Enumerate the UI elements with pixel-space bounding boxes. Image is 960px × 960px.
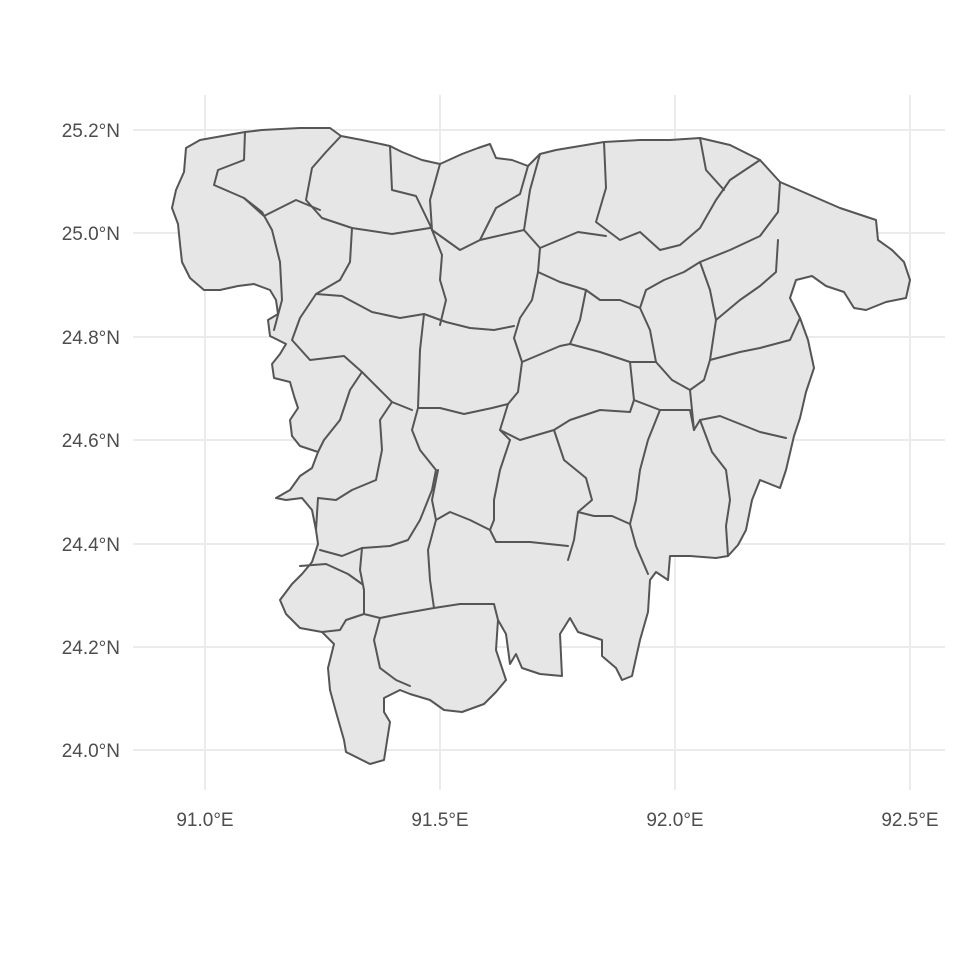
district-border bbox=[715, 239, 779, 321]
y-tick-label: 24.2°N bbox=[62, 638, 120, 659]
y-tick-label: 25.0°N bbox=[62, 224, 120, 245]
district-border bbox=[427, 511, 499, 621]
district-border bbox=[291, 279, 413, 411]
district-border bbox=[699, 137, 725, 191]
district-border bbox=[513, 153, 541, 339]
district-border bbox=[305, 135, 353, 281]
district-borders bbox=[213, 131, 801, 687]
district-border bbox=[315, 401, 393, 531]
district-border bbox=[537, 181, 781, 309]
district-border bbox=[373, 617, 411, 687]
district-border bbox=[539, 231, 607, 249]
y-tick-label: 25.2°N bbox=[62, 121, 120, 142]
y-tick-label: 24.0°N bbox=[62, 741, 120, 762]
district-border bbox=[569, 289, 657, 363]
district-border bbox=[521, 343, 571, 363]
district-border bbox=[689, 389, 787, 439]
district-border bbox=[639, 261, 717, 391]
x-tick-label: 91.5°E bbox=[411, 810, 468, 831]
y-tick-label: 24.4°N bbox=[62, 535, 120, 556]
x-tick-label: 92.0°E bbox=[646, 810, 703, 831]
y-axis-labels: 25.2°N 25.0°N 24.8°N 24.6°N 24.4°N 24.2°… bbox=[62, 121, 120, 762]
district-border bbox=[321, 613, 365, 633]
district-border bbox=[699, 419, 731, 557]
district-border bbox=[489, 439, 569, 547]
district-border bbox=[629, 523, 649, 575]
district-border bbox=[243, 197, 321, 217]
y-tick-label: 24.8°N bbox=[62, 328, 120, 349]
district-border bbox=[417, 313, 509, 415]
x-tick-label: 92.5°E bbox=[881, 810, 938, 831]
region-outline bbox=[171, 127, 911, 765]
district-border bbox=[431, 469, 439, 521]
district-border bbox=[709, 317, 801, 361]
district-border bbox=[317, 371, 363, 453]
district-border bbox=[429, 163, 529, 251]
district-border bbox=[479, 229, 525, 241]
district-border bbox=[389, 145, 447, 326]
district-border bbox=[577, 409, 661, 525]
district-border bbox=[319, 407, 437, 557]
x-axis-labels: 91.0°E 91.5°E 92.0°E 92.5°E bbox=[176, 810, 938, 831]
district-border bbox=[299, 563, 363, 585]
district-border bbox=[595, 141, 761, 251]
district-border bbox=[553, 429, 593, 561]
map-regions bbox=[171, 127, 911, 765]
x-tick-label: 91.0°E bbox=[176, 810, 233, 831]
district-border bbox=[499, 361, 635, 441]
y-tick-label: 24.6°N bbox=[62, 431, 120, 452]
district-border bbox=[351, 227, 431, 235]
